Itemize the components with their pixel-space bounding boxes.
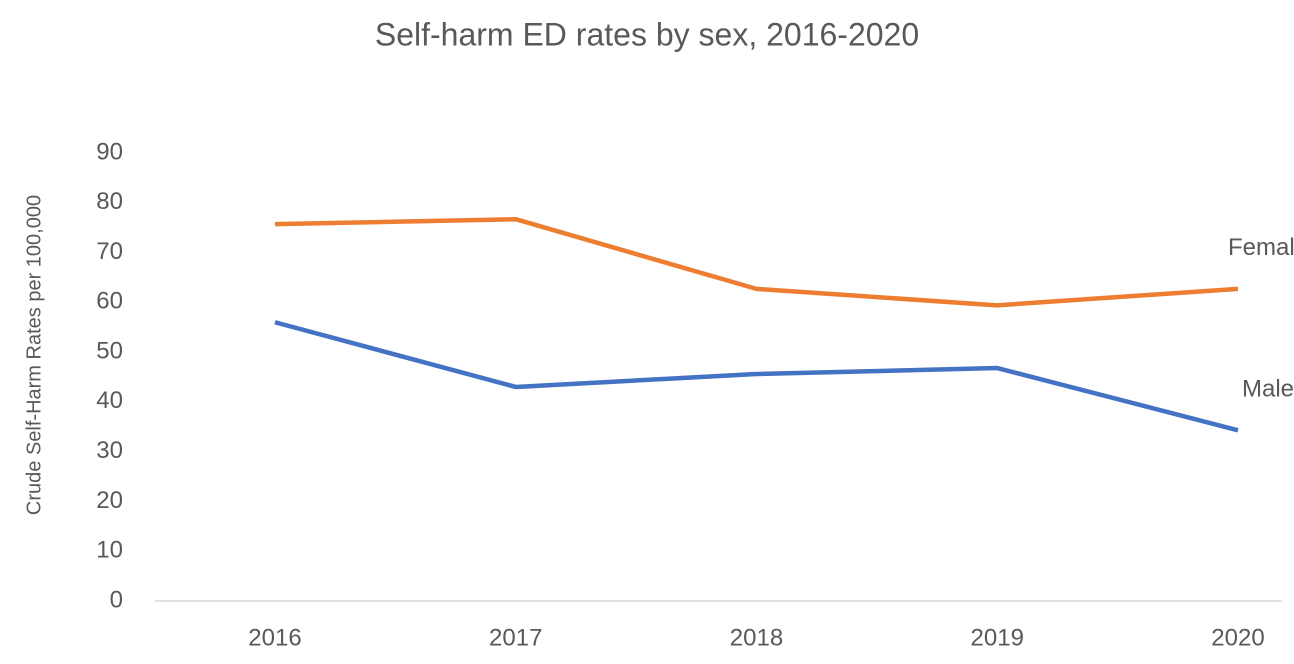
series-line [274, 320, 1239, 433]
x-tick-label: 2017 [489, 624, 542, 651]
series-label: Female [1228, 234, 1294, 261]
series-label: Male [1242, 376, 1294, 403]
y-axis-label: Crude Self-Harm Rates per 100,000 [23, 195, 45, 515]
y-tick-label: 30 [96, 437, 123, 464]
chart-title: Self-harm ED rates by sex, 2016-2020 [375, 16, 919, 52]
y-tick-label: 0 [110, 586, 123, 613]
y-tick-label: 40 [96, 387, 123, 414]
x-tick-label: 2016 [248, 624, 301, 651]
y-tick-label: 20 [96, 487, 123, 514]
series-line [274, 216, 1239, 308]
x-tick-label: 2018 [730, 624, 783, 651]
x-tick-label: 2020 [1211, 624, 1264, 651]
y-tick-label: 80 [96, 188, 123, 215]
y-tick-label: 60 [96, 288, 123, 315]
y-tick-label: 50 [96, 337, 123, 364]
y-tick-label: 90 [96, 138, 123, 165]
x-tick-label: 2019 [971, 624, 1024, 651]
y-tick-label: 70 [96, 238, 123, 265]
y-tick-label: 10 [96, 537, 123, 564]
